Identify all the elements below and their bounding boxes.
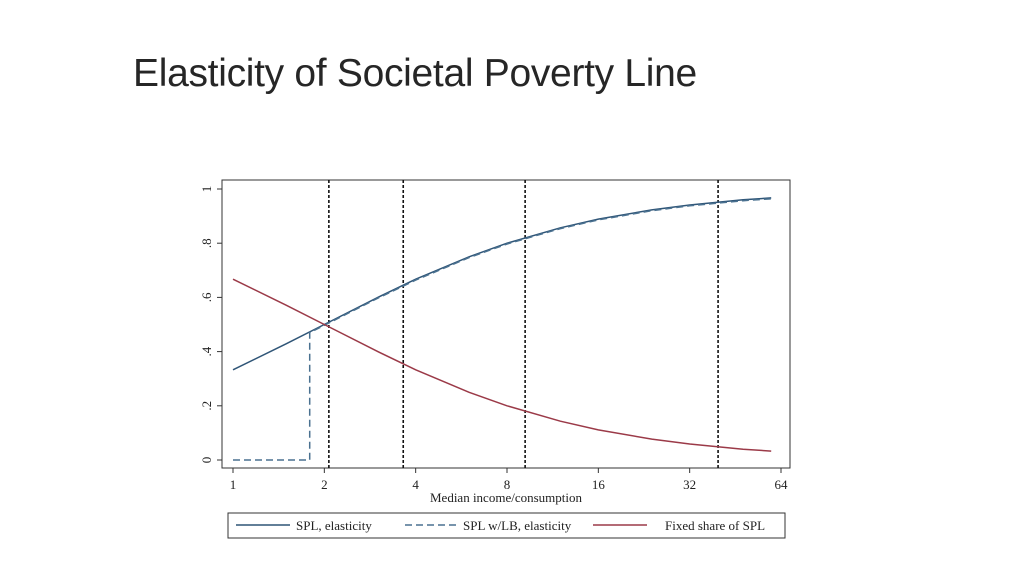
x-tick-label: 16 (592, 477, 606, 492)
slide-title: Elasticity of Societal Poverty Line (133, 52, 697, 95)
x-tick-label: 64 (775, 477, 789, 492)
series-line-1 (233, 198, 772, 461)
x-tick-label: 8 (504, 477, 511, 492)
y-tick-label: 0 (199, 457, 214, 464)
y-tick-label: 1 (199, 186, 214, 193)
x-tick-label: 32 (683, 477, 696, 492)
y-tick-label: .2 (199, 401, 214, 411)
series-line-2 (232, 278, 772, 452)
series-line-0 (232, 197, 772, 371)
x-axis-label: Median income/consumption (430, 490, 583, 505)
y-tick-label: .4 (199, 346, 214, 356)
legend-box (227, 512, 786, 539)
x-tick-label: 2 (321, 477, 328, 492)
x-tick-label: 1 (230, 477, 237, 492)
legend-label: SPL, elasticity (296, 518, 372, 533)
y-tick-label: .8 (199, 238, 214, 248)
plot-frame (221, 179, 791, 469)
x-tick-label: 4 (412, 477, 419, 492)
y-tick-label: .6 (199, 292, 214, 302)
legend-label: Fixed share of SPL (665, 518, 765, 533)
legend-label: SPL w/LB, elasticity (463, 518, 572, 533)
